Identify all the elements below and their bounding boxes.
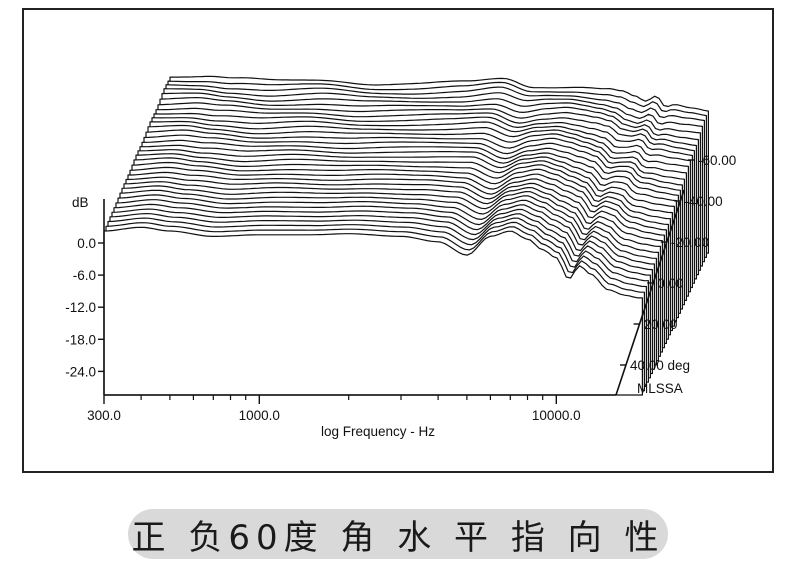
y-axis-label: dB [72,195,89,210]
depth-ticks: -60.00 -40.00 -20.00 0.00 20.00 40.00 deg [620,153,736,373]
depth-tick-label: -20.00 [671,235,709,250]
x-ticks: 300.0 1000.0 10000.0 [87,395,581,423]
depth-axis-line [615,189,685,396]
depth-tick-label: 20.00 [644,317,678,332]
depth-tick-label: -40.00 [684,194,722,209]
software-label: MLSSA [637,381,683,396]
y-tick-label: -24.0 [65,364,96,379]
y-tick-label: 0.0 [77,236,96,251]
axes-group: dB log Frequency - Hz MLSSA [72,189,685,439]
caption-banner: 正 负60度 角 水 平 指 向 性 [128,509,668,559]
waterfall-chart: dB log Frequency - Hz MLSSA 0.0 -6.0 -12.0… [65,75,736,439]
depth-tick-label: 40.00 deg [630,358,690,373]
depth-tick-label: -60.00 [698,153,736,168]
y-tick-label: -6.0 [73,268,96,283]
response-curve-slice [103,226,643,396]
curve-group [103,75,709,396]
chart-frame: dB log Frequency - Hz MLSSA 0.0 -6.0 -12.0… [22,8,774,473]
y-ticks: 0.0 -6.0 -12.0 -18.0 -24.0 [65,236,104,379]
x-axis-label: log Frequency - Hz [321,424,435,439]
x-tick-label: 300.0 [87,408,121,423]
depth-tick-label: 0.00 [657,276,683,291]
y-tick-label: -18.0 [65,332,96,347]
x-tick-label: 1000.0 [239,408,280,423]
y-tick-label: -12.0 [65,300,96,315]
x-tick-label: 10000.0 [532,408,581,423]
caption-text: 正 负60度 角 水 平 指 向 性 [131,517,665,558]
